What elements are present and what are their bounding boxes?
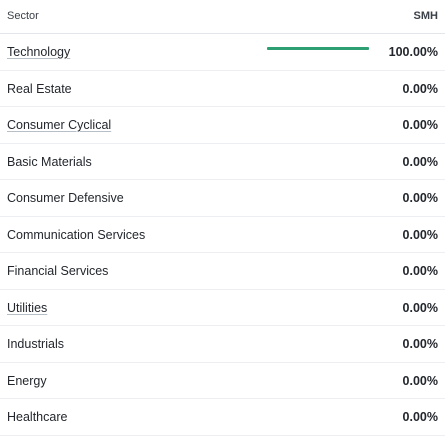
sector-name: Communication Services	[7, 227, 146, 242]
sector-weight-value: 0.00%	[402, 81, 438, 96]
table-header: Sector SMH	[0, 0, 445, 34]
sector-name: Healthcare	[7, 410, 68, 424]
sector-weight-value: 0.00%	[402, 191, 438, 205]
weight-bar	[267, 157, 369, 160]
sector-weight-value: 0.00%	[402, 118, 438, 132]
table-row: Real Estate 0.00%	[0, 71, 445, 107]
weight-bar	[267, 266, 369, 269]
table-row: Basic Materials 0.00%	[0, 144, 445, 180]
sector-weight-value: 0.00%	[402, 154, 438, 169]
sector-name: Real Estate	[7, 81, 72, 96]
weight-bar-fill	[267, 47, 369, 50]
table-row: Energy 0.00%	[0, 363, 445, 399]
table-row: Healthcare 0.00%	[0, 399, 445, 436]
table-row: Financial Services 0.00%	[0, 253, 445, 290]
weight-bar	[267, 376, 369, 379]
sector-weight-value: 0.00%	[402, 410, 438, 424]
sector-weight-value: 0.00%	[402, 264, 438, 278]
sector-name: Basic Materials	[7, 154, 92, 169]
weight-bar	[267, 339, 369, 342]
weight-bar	[267, 47, 369, 50]
sector-weight-value: 100.00%	[388, 45, 438, 59]
weight-bar	[267, 412, 369, 415]
sector-name: Industrials	[7, 337, 64, 351]
sector-weight-value: 0.00%	[402, 373, 438, 388]
sector-column-header: Sector	[7, 10, 39, 22]
table-row: Consumer Cyclical 0.00%	[0, 107, 445, 144]
sector-name-link[interactable]: Technology	[7, 45, 71, 59]
table-row: Consumer Defensive 0.00%	[0, 180, 445, 217]
sector-weight-value: 0.00%	[402, 300, 438, 315]
weight-bar	[267, 230, 369, 233]
sector-name-link[interactable]: Utilities	[7, 300, 48, 315]
table-body: Technology 100.00% Real Estate 0.00% Con…	[0, 34, 445, 436]
sector-name: Energy	[7, 373, 47, 388]
table-row: Industrials 0.00%	[0, 326, 445, 363]
table-row: Utilities 0.00%	[0, 290, 445, 326]
sector-weight-value: 0.00%	[402, 227, 438, 242]
weight-bar	[267, 84, 369, 87]
sector-name: Financial Services	[7, 264, 109, 278]
weight-bar	[267, 193, 369, 196]
fund-column-header: SMH	[413, 10, 438, 22]
table-row: Technology 100.00%	[0, 34, 445, 71]
weight-bar	[267, 303, 369, 306]
sector-weight-value: 0.00%	[402, 337, 438, 351]
table-row: Communication Services 0.00%	[0, 217, 445, 253]
sector-name-link[interactable]: Consumer Cyclical	[7, 118, 112, 132]
sector-name: Consumer Defensive	[7, 191, 124, 205]
weight-bar	[267, 120, 369, 123]
